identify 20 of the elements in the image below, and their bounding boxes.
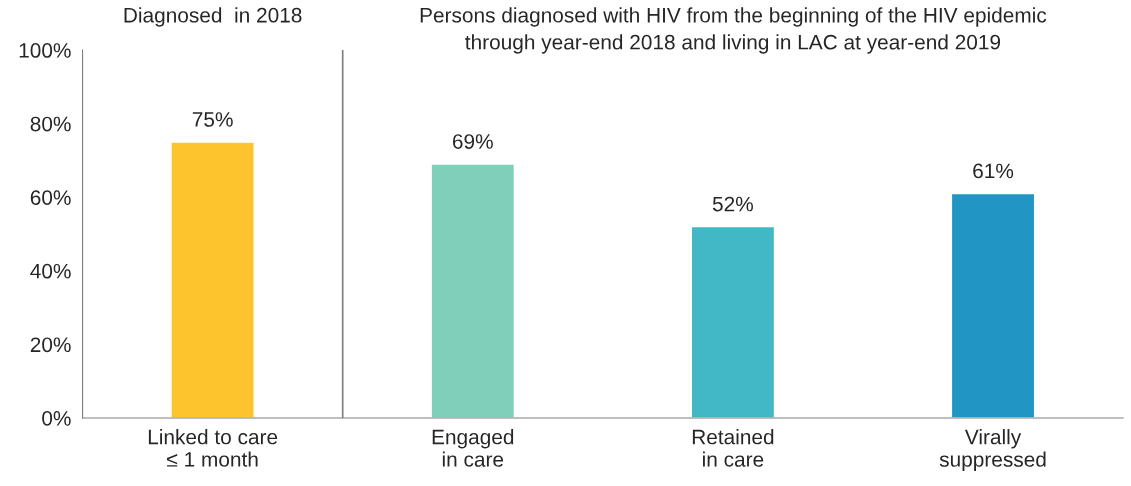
data-label: 75% <box>192 112 233 127</box>
data-label: 61% <box>973 163 1014 179</box>
y-tick-label: 80% <box>30 116 71 132</box>
bar <box>170 141 255 418</box>
annotation: Persons diagnosed with HIV from the beginning of the HIV epidemic through year-end 2018 and living in LAC at year-end 2019 <box>420 7 1047 54</box>
data-label: 69% <box>452 134 493 149</box>
x-tick-label: Engaged in care <box>432 429 514 467</box>
x-tick-label: Virally suppressed <box>939 429 1046 471</box>
x-tick-label: Retained in care <box>692 429 774 467</box>
y-tick-label: 40% <box>30 263 71 279</box>
bar <box>430 163 516 418</box>
bar <box>950 192 1036 418</box>
text: Diagnosed in 2018 <box>124 7 302 27</box>
y-tick-label: 100% <box>19 43 71 58</box>
bar <box>690 225 776 418</box>
y-tick-label: 20% <box>30 337 71 353</box>
data-label: 52% <box>712 196 753 212</box>
y-tick-label: 60% <box>30 190 71 205</box>
x-tick-label: Linked to care ≤ 1 month <box>148 429 278 467</box>
y-tick-label: 0% <box>42 410 71 426</box>
